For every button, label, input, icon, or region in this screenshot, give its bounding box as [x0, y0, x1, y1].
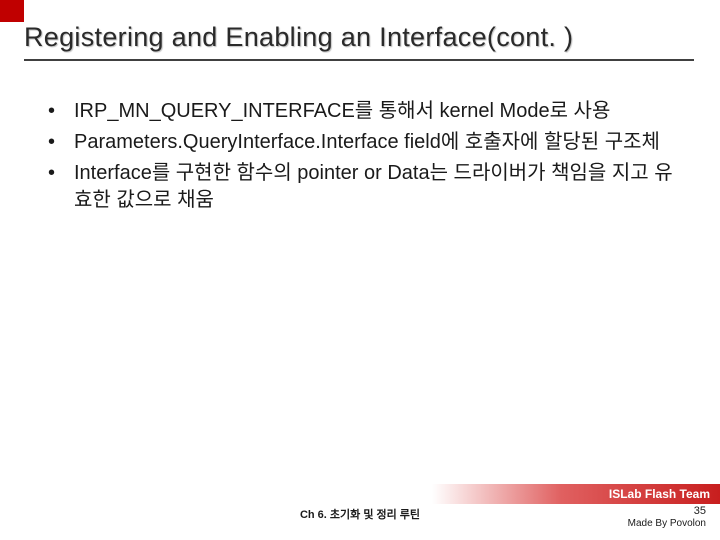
bullet-text: IRP_MN_QUERY_INTERFACE를 통해서 kernel Mode로… [74, 98, 680, 125]
bullet-text: Parameters.QueryInterface.Interface fiel… [74, 129, 680, 156]
footer-bottom: Ch 6. 초기화 및 정리 루틴 35 Made By Povolon [0, 506, 720, 530]
bullet-item: • Interface를 구현한 함수의 pointer or Data는 드라… [48, 160, 680, 214]
bullet-marker: • [48, 129, 74, 156]
bullet-item: • IRP_MN_QUERY_INTERFACE를 통해서 kernel Mod… [48, 98, 680, 125]
title-area: Registering and Enabling an Interface(co… [24, 22, 700, 61]
title-underline [24, 59, 694, 61]
bullet-marker: • [48, 160, 74, 187]
footer-team: ISLab Flash Team [609, 487, 710, 501]
bullet-text: Interface를 구현한 함수의 pointer or Data는 드라이버… [74, 160, 680, 214]
footer-right: 35 Made By Povolon [628, 505, 706, 530]
footer-chapter: Ch 6. 초기화 및 정리 루틴 [300, 506, 420, 522]
bullet-item: • Parameters.QueryInterface.Interface fi… [48, 129, 680, 156]
bullet-marker: • [48, 98, 74, 125]
accent-block [0, 0, 24, 22]
content-area: • IRP_MN_QUERY_INTERFACE를 통해서 kernel Mod… [48, 98, 680, 218]
page-number: 35 [628, 505, 706, 518]
footer-credit: Made By Povolon [628, 518, 706, 529]
slide-title: Registering and Enabling an Interface(co… [24, 22, 700, 53]
footer-bar: ISLab Flash Team [0, 484, 720, 504]
